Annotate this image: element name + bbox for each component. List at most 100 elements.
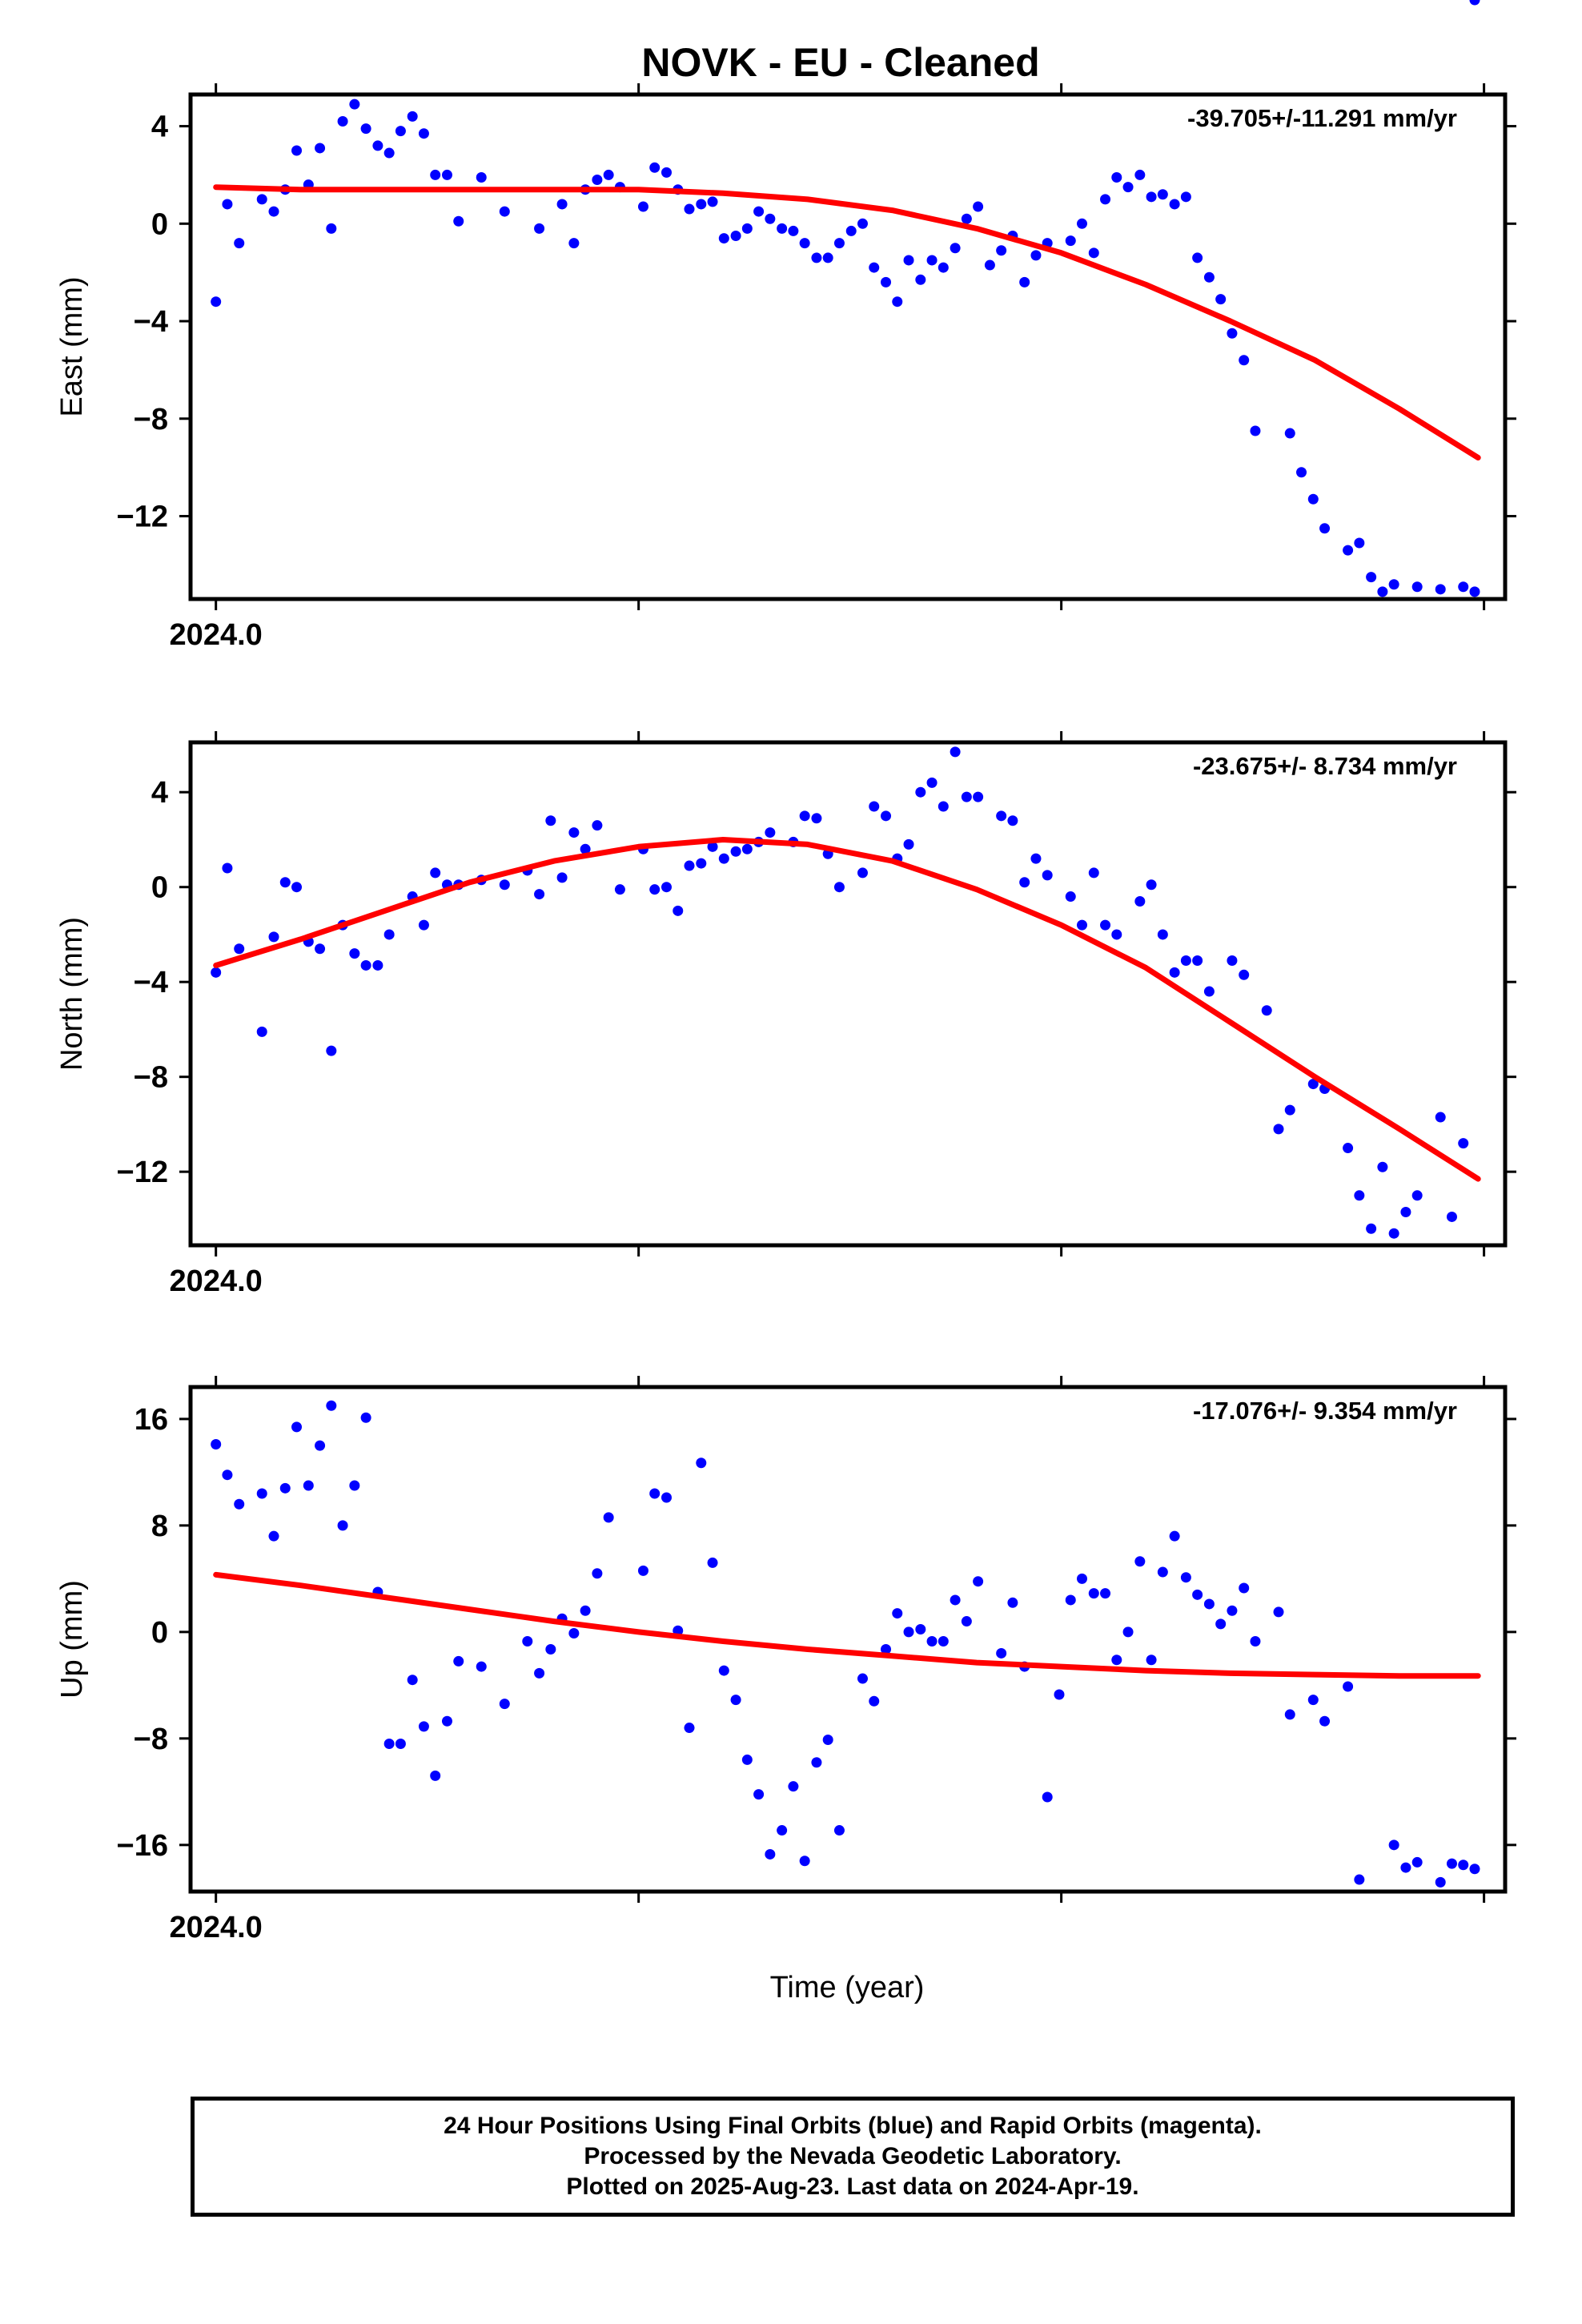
data-point <box>291 145 303 156</box>
data-point <box>833 1825 845 1836</box>
data-point <box>1227 328 1238 339</box>
data-point <box>1180 955 1191 967</box>
data-point <box>360 1412 371 1423</box>
data-point <box>1284 1709 1295 1720</box>
data-point <box>799 810 810 822</box>
data-point <box>973 791 984 802</box>
data-point <box>1227 955 1238 967</box>
data-point <box>1203 986 1215 997</box>
data-point <box>637 201 648 212</box>
data-point <box>337 1520 348 1531</box>
data-point <box>383 929 395 940</box>
data-point <box>499 206 510 217</box>
data-point <box>1411 581 1423 593</box>
x-tick-label: 2024.0 <box>170 618 263 652</box>
data-point <box>522 1635 533 1647</box>
data-point <box>684 860 695 871</box>
y-tick-label: 8 <box>151 1510 168 1543</box>
data-point <box>1054 1689 1065 1700</box>
data-point <box>1111 171 1122 183</box>
data-point <box>696 1458 707 1469</box>
data-point <box>580 843 591 854</box>
data-point <box>1157 1566 1168 1578</box>
y-tick-label: 4 <box>151 776 168 810</box>
data-point <box>1343 545 1354 556</box>
data-point <box>765 213 776 224</box>
y-tick-label: 4 <box>151 111 168 144</box>
data-point <box>453 215 464 227</box>
data-point <box>1019 276 1030 287</box>
data-point <box>684 1723 695 1734</box>
data-point <box>1192 955 1203 967</box>
data-point <box>499 1699 510 1710</box>
data-point <box>765 827 776 838</box>
data-point <box>407 111 418 122</box>
data-point <box>383 147 395 159</box>
y-axis-label: North (mm) <box>55 917 89 1071</box>
rate-label: -17.076+/- 9.354 mm/yr <box>1193 1397 1457 1425</box>
data-point <box>1088 867 1099 879</box>
data-point <box>869 801 880 812</box>
data-point <box>303 1480 314 1491</box>
data-point <box>684 203 695 215</box>
data-point <box>996 245 1007 256</box>
data-point <box>741 1754 753 1765</box>
data-point <box>730 846 741 857</box>
data-point <box>1146 1655 1157 1666</box>
data-point <box>718 233 729 244</box>
data-point <box>556 872 568 883</box>
data-point <box>337 115 348 127</box>
data-point <box>534 889 545 900</box>
data-point <box>256 1026 267 1037</box>
data-point <box>256 1488 267 1499</box>
data-point <box>1169 1530 1180 1542</box>
data-point <box>718 853 729 864</box>
data-points <box>211 0 1480 1239</box>
data-point <box>661 1492 672 1503</box>
x-tick-label: 2024.0 <box>170 1911 263 1944</box>
data-point <box>926 1635 938 1647</box>
data-point <box>441 169 452 180</box>
data-point <box>1366 1223 1377 1234</box>
footer-line-2: Processed by the Nevada Geodetic Laborat… <box>584 2143 1122 2169</box>
data-point <box>822 1735 833 1746</box>
data-point <box>211 967 222 978</box>
data-point <box>1354 1874 1365 1885</box>
data-point <box>418 1721 429 1732</box>
y-tick-label: −12 <box>117 1156 168 1189</box>
data-point <box>730 1695 741 1706</box>
data-point <box>1388 1839 1399 1851</box>
data-point <box>1469 0 1480 6</box>
data-point <box>291 882 303 893</box>
data-point <box>1307 1695 1319 1706</box>
data-point <box>1100 919 1111 931</box>
data-point <box>211 1438 222 1449</box>
data-point <box>1400 1862 1411 1873</box>
data-point <box>234 943 245 955</box>
data-point <box>499 879 510 891</box>
data-point <box>568 827 580 838</box>
data-point <box>1307 1079 1319 1090</box>
data-point <box>1030 250 1042 261</box>
data-point <box>315 943 326 955</box>
data-point <box>788 1781 799 1792</box>
data-point <box>741 843 753 854</box>
data-point <box>372 959 383 971</box>
data-point <box>707 1557 718 1568</box>
data-point <box>973 1576 984 1587</box>
panels: 2024.0 4 0 −4 −8 −12 East (mm) -39.705+/-11.291… <box>55 0 1516 1944</box>
data-point <box>1215 1618 1227 1630</box>
data-point <box>881 276 892 287</box>
data-point <box>1019 877 1030 888</box>
fit-curve <box>213 184 1481 460</box>
data-point <box>938 1635 949 1647</box>
data-point <box>279 1482 291 1494</box>
data-point <box>777 223 788 234</box>
data-point <box>857 218 868 229</box>
data-point <box>291 1421 303 1433</box>
data-point <box>545 815 556 826</box>
data-point <box>950 746 961 758</box>
data-point <box>1343 1143 1354 1154</box>
data-point <box>1273 1606 1284 1618</box>
data-point <box>869 1695 880 1707</box>
